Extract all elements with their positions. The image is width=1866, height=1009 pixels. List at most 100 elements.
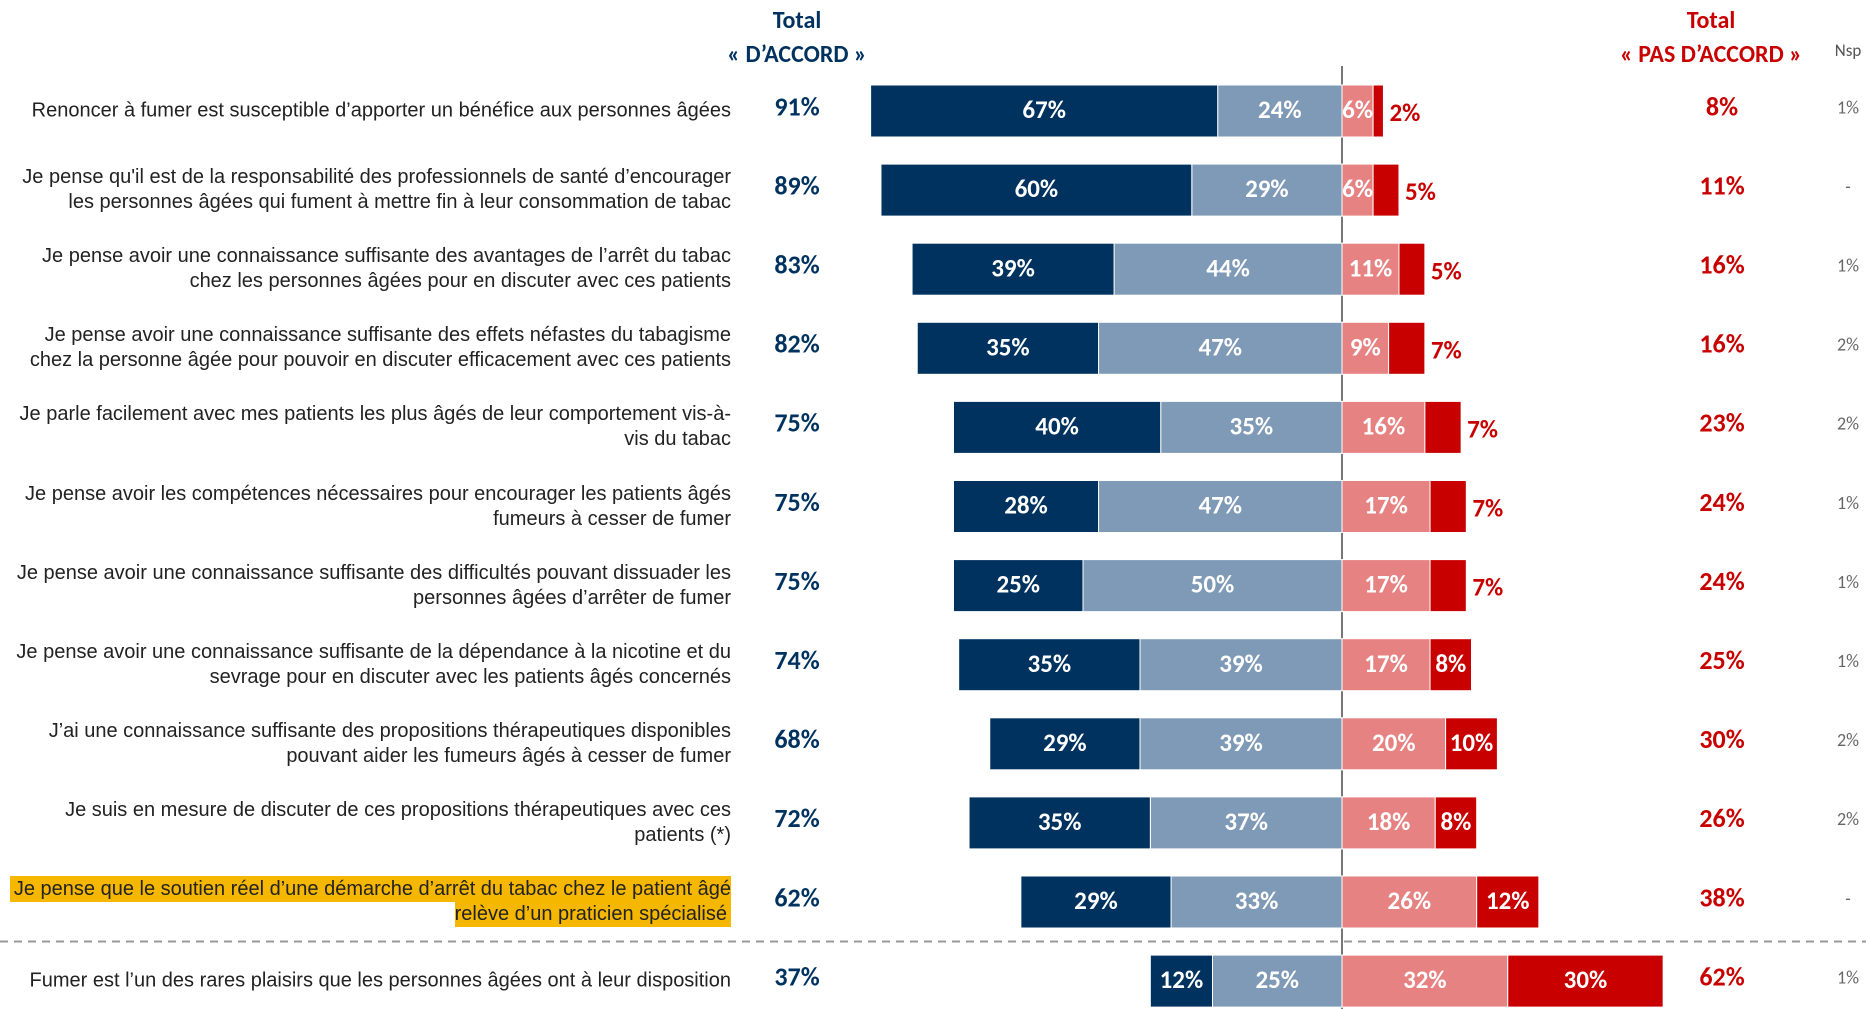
total-agree: 75% xyxy=(774,565,819,597)
segment-label: 47% xyxy=(1198,490,1242,521)
total-disagree: 38% xyxy=(1699,881,1744,913)
bar-segment xyxy=(1398,242,1426,296)
row-label-text: Je parle facilement avec mes patients le… xyxy=(19,403,731,451)
bar-segment xyxy=(1098,480,1343,533)
segment-label: 39% xyxy=(1219,648,1263,679)
segment-label: 8% xyxy=(1435,648,1466,679)
segment-label: 8% xyxy=(1441,806,1472,837)
total-agree: 91% xyxy=(774,90,819,122)
bar-segment xyxy=(1429,638,1473,692)
bar-segment xyxy=(1341,954,1509,1008)
bar-segment xyxy=(1341,480,1431,533)
bar-segment xyxy=(968,796,1151,850)
segment-label: 6% xyxy=(1342,94,1373,125)
nsp-value: 1% xyxy=(1837,650,1859,672)
bar-segment xyxy=(1341,321,1390,375)
row-label-text: Je pense avoir une connaissance suffisan… xyxy=(16,640,731,688)
row-label: Je pense avoir une connaissance suffisan… xyxy=(6,640,731,690)
row-label: Je pense avoir une connaissance suffisan… xyxy=(6,244,731,294)
disagree-header: Total xyxy=(1687,6,1736,35)
row-label: J’ai une connaissance suffisante des pro… xyxy=(6,719,731,769)
nsp-value: 2% xyxy=(1837,334,1859,356)
segment-label: 33% xyxy=(1235,885,1279,916)
total-agree: 75% xyxy=(774,486,819,518)
segment-label: 37% xyxy=(1224,806,1268,837)
segment-label: 17% xyxy=(1364,569,1408,600)
row-label: Je pense avoir une connaissance suffisan… xyxy=(6,323,731,373)
agree-header: « D’ACCORD » xyxy=(727,40,867,69)
row-label: Renoncer à fumer est susceptible d’appor… xyxy=(6,99,731,124)
nsp-value: 2% xyxy=(1837,413,1859,435)
segment-label: 44% xyxy=(1206,252,1250,283)
bar-segment xyxy=(1507,954,1664,1008)
row-label-text: Je pense avoir une connaissance suffisan… xyxy=(42,245,731,293)
segment-label: 24% xyxy=(1258,94,1302,125)
bar-segment xyxy=(911,242,1115,296)
row-label-text: J’ai une connaissance suffisante des pro… xyxy=(48,719,731,767)
bar-segment xyxy=(1341,559,1431,613)
row-label-text: Je pense qu'il est de la responsabilité … xyxy=(22,166,731,214)
bar-segment xyxy=(1113,242,1343,296)
total-agree: 75% xyxy=(774,407,819,439)
disagree-header: « PAS D’ACCORD » xyxy=(1620,40,1802,69)
bar-segment xyxy=(1434,796,1478,850)
segment-label: 25% xyxy=(1255,964,1299,995)
row-label: Fumer est l’un des rares plaisirs que le… xyxy=(6,969,731,994)
bar-segment xyxy=(1149,954,1213,1008)
segment-label: 50% xyxy=(1191,569,1235,600)
total-disagree: 11% xyxy=(1699,169,1744,201)
segment-label: 39% xyxy=(1219,727,1263,758)
bar-segment xyxy=(953,559,1084,613)
bar-segment xyxy=(870,84,1219,138)
segment-label: 5% xyxy=(1405,176,1436,207)
bar-segment xyxy=(1020,875,1172,929)
segment-label: 67% xyxy=(1022,94,1066,125)
segment-label: 29% xyxy=(1245,173,1289,204)
total-disagree: 26% xyxy=(1699,802,1744,834)
bar-segment xyxy=(953,400,1162,454)
segment-label: 35% xyxy=(1028,648,1072,679)
row-label: Je pense que le soutien réel d’une démar… xyxy=(6,876,731,927)
row-label: Je suis en mesure de discuter de ces pro… xyxy=(6,798,731,848)
segment-label: 32% xyxy=(1403,964,1447,995)
segment-label: 12% xyxy=(1486,885,1530,916)
row-label-text: Fumer est l’un des rares plaisirs que le… xyxy=(29,969,731,992)
segment-label: 29% xyxy=(1074,885,1118,916)
total-disagree: 23% xyxy=(1699,407,1744,439)
total-agree: 83% xyxy=(774,248,819,280)
segment-label: 47% xyxy=(1198,331,1242,362)
bar-segment xyxy=(1341,638,1431,692)
bar-segment xyxy=(1212,954,1343,1008)
total-agree: 72% xyxy=(774,802,819,834)
segment-label: 7% xyxy=(1431,334,1462,365)
total-agree: 74% xyxy=(774,644,819,676)
total-disagree: 16% xyxy=(1699,328,1744,360)
bar-segment xyxy=(1191,163,1343,217)
row-label: Je parle facilement avec mes patients le… xyxy=(6,402,731,452)
nsp-value: 1% xyxy=(1837,96,1859,118)
segment-label: 5% xyxy=(1431,255,1462,286)
segment-label: 20% xyxy=(1372,727,1416,758)
bar-segment xyxy=(989,717,1141,771)
bar-segment xyxy=(1341,84,1374,138)
total-agree: 89% xyxy=(774,169,819,201)
bar-segment xyxy=(1388,321,1426,375)
bar-segment xyxy=(1341,717,1447,771)
row-label: Je pense qu'il est de la responsabilité … xyxy=(6,165,731,215)
bar-segment xyxy=(1429,480,1467,533)
row-label-text: Je pense que le soutien réel d’une démar… xyxy=(9,876,731,927)
segment-label: 6% xyxy=(1342,173,1373,204)
agree-header: Total xyxy=(773,6,822,35)
segment-label: 25% xyxy=(996,569,1040,600)
bar-segment xyxy=(1429,559,1467,613)
segment-label: 40% xyxy=(1035,410,1079,441)
bar-segment xyxy=(1082,559,1343,613)
bar-segment xyxy=(1341,400,1426,454)
segment-label: 30% xyxy=(1564,964,1608,995)
bar-segment xyxy=(1372,163,1400,217)
segment-label: 16% xyxy=(1362,410,1406,441)
row-label-text: Renoncer à fumer est susceptible d’appor… xyxy=(31,99,731,122)
bar-segment xyxy=(1149,796,1343,850)
total-disagree: 25% xyxy=(1699,644,1744,676)
